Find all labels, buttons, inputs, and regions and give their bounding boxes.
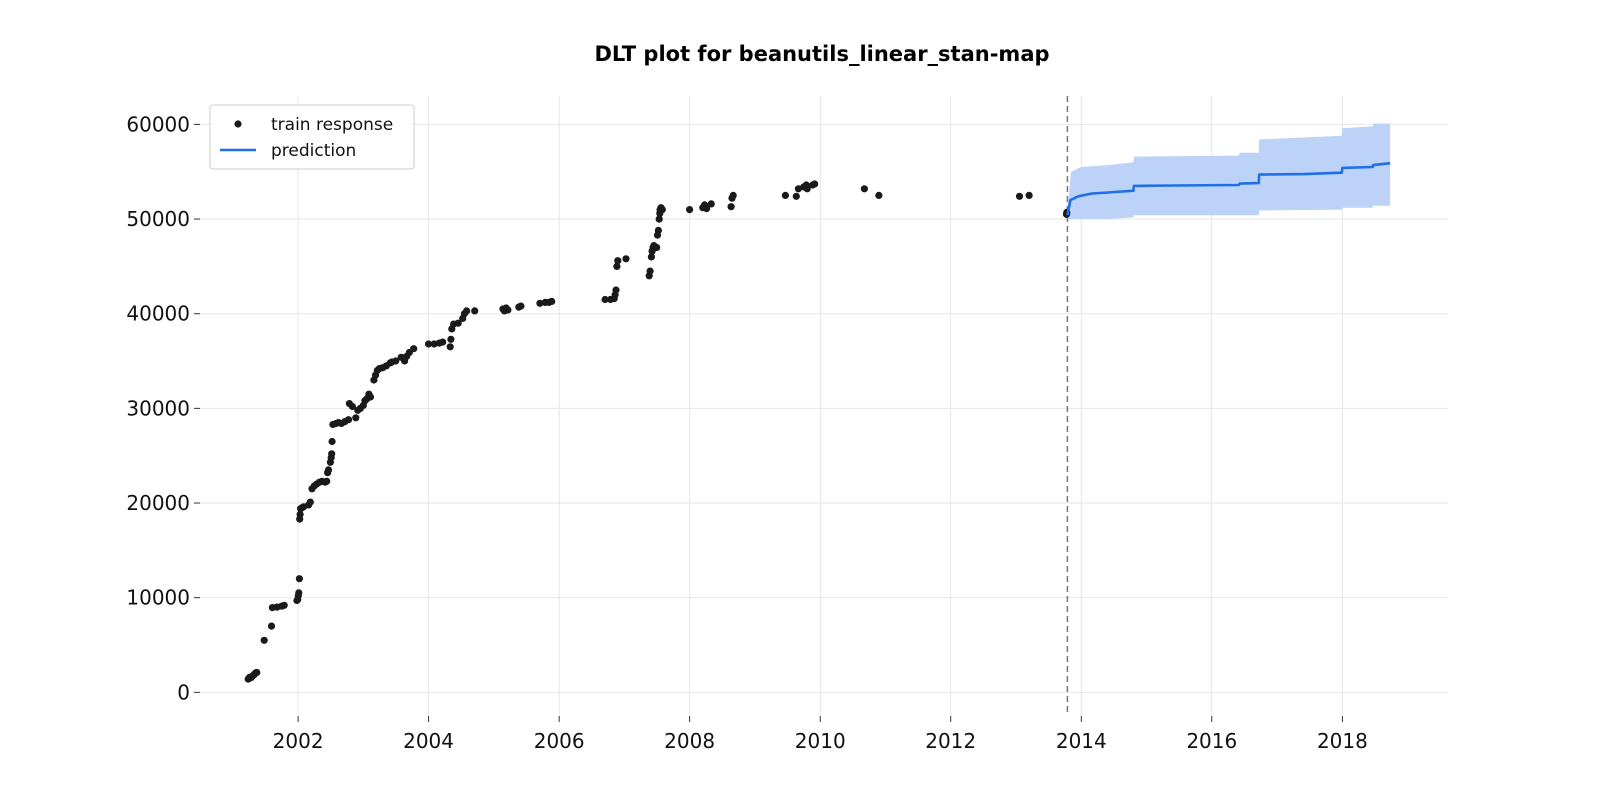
x-tick-label: 2006 <box>534 729 585 753</box>
train-point <box>253 668 261 677</box>
y-tick-label: 30000 <box>126 396 190 420</box>
train-point <box>703 205 711 213</box>
y-tick-label: 20000 <box>126 491 190 515</box>
train-point <box>410 345 418 353</box>
train-point <box>653 243 661 252</box>
train-point <box>296 510 304 518</box>
prediction-band-layer <box>1067 123 1391 220</box>
train-point <box>424 340 433 348</box>
x-tick-label: 2014 <box>1056 729 1107 753</box>
train-point <box>875 191 883 199</box>
train-point <box>860 185 869 193</box>
train-point <box>447 335 455 343</box>
train-point <box>614 257 622 265</box>
train-point <box>267 622 276 630</box>
train-point <box>654 226 663 234</box>
grid <box>200 96 1448 716</box>
train-point <box>548 297 556 305</box>
train-point <box>707 200 715 208</box>
train-point <box>446 343 454 351</box>
x-tick-label: 2012 <box>925 729 976 753</box>
x-axis: 2002 2004 2006 2008 2010 2012 2014 2016 2018 <box>273 716 1368 753</box>
train-point <box>517 302 525 310</box>
train-point <box>392 357 400 365</box>
x-tick-label: 2018 <box>1317 729 1368 753</box>
legend-train-marker <box>234 120 242 128</box>
y-tick-label: 50000 <box>126 207 190 231</box>
y-tick-label: 0 <box>177 680 190 704</box>
prediction-line-layer <box>1066 161 1391 216</box>
y-axis: 0 10000 20000 30000 40000 50000 60000 <box>126 112 200 704</box>
train-point <box>463 307 471 315</box>
train-point <box>647 253 656 261</box>
train-point <box>504 306 512 314</box>
train-point <box>348 402 356 411</box>
train-point <box>328 437 336 446</box>
train-point <box>655 215 663 223</box>
train-point <box>306 498 314 506</box>
train-point <box>471 307 479 315</box>
legend-train-label: train response <box>271 115 393 135</box>
train-point <box>295 589 303 597</box>
prediction-line <box>1066 161 1391 216</box>
train-point <box>344 416 353 424</box>
train-point <box>323 477 331 485</box>
train-point <box>727 203 735 211</box>
train-point <box>658 206 666 214</box>
train-point <box>328 450 336 458</box>
train-point <box>352 414 360 422</box>
train-point <box>1025 191 1033 199</box>
train-point <box>794 185 803 193</box>
x-tick-label: 2002 <box>273 729 324 753</box>
x-tick-label: 2004 <box>403 729 454 753</box>
train-point <box>781 191 790 199</box>
train-point <box>324 466 333 474</box>
train-point <box>613 262 621 270</box>
train-point <box>280 601 288 609</box>
train-point <box>622 255 630 263</box>
legend-prediction-label: prediction <box>271 141 356 161</box>
y-tick-label: 40000 <box>126 302 190 326</box>
y-tick-label: 60000 <box>126 112 190 136</box>
train-point <box>295 575 303 583</box>
y-tick-label: 10000 <box>126 586 190 610</box>
chart-title: DLT plot for beanutils_linear_stan-map <box>594 42 1049 66</box>
train-point <box>792 192 800 200</box>
train-point <box>729 191 737 199</box>
train-point <box>366 393 375 401</box>
train-point <box>811 180 819 188</box>
train-point <box>454 319 462 327</box>
train-points-layer <box>244 180 1071 683</box>
x-tick-label: 2010 <box>795 729 846 753</box>
legend-box <box>209 104 415 170</box>
x-tick-label: 2008 <box>664 729 715 753</box>
prediction-band <box>1067 123 1391 220</box>
train-point <box>601 295 609 304</box>
train-point <box>439 338 447 346</box>
train-point <box>646 267 654 275</box>
train-point <box>536 299 544 307</box>
train-point <box>612 286 620 294</box>
train-point <box>686 206 694 214</box>
legend: train response prediction <box>209 104 415 170</box>
x-tick-label: 2016 <box>1186 729 1237 753</box>
train-point <box>1015 192 1024 200</box>
train-point <box>803 185 811 193</box>
train-point <box>260 636 268 644</box>
